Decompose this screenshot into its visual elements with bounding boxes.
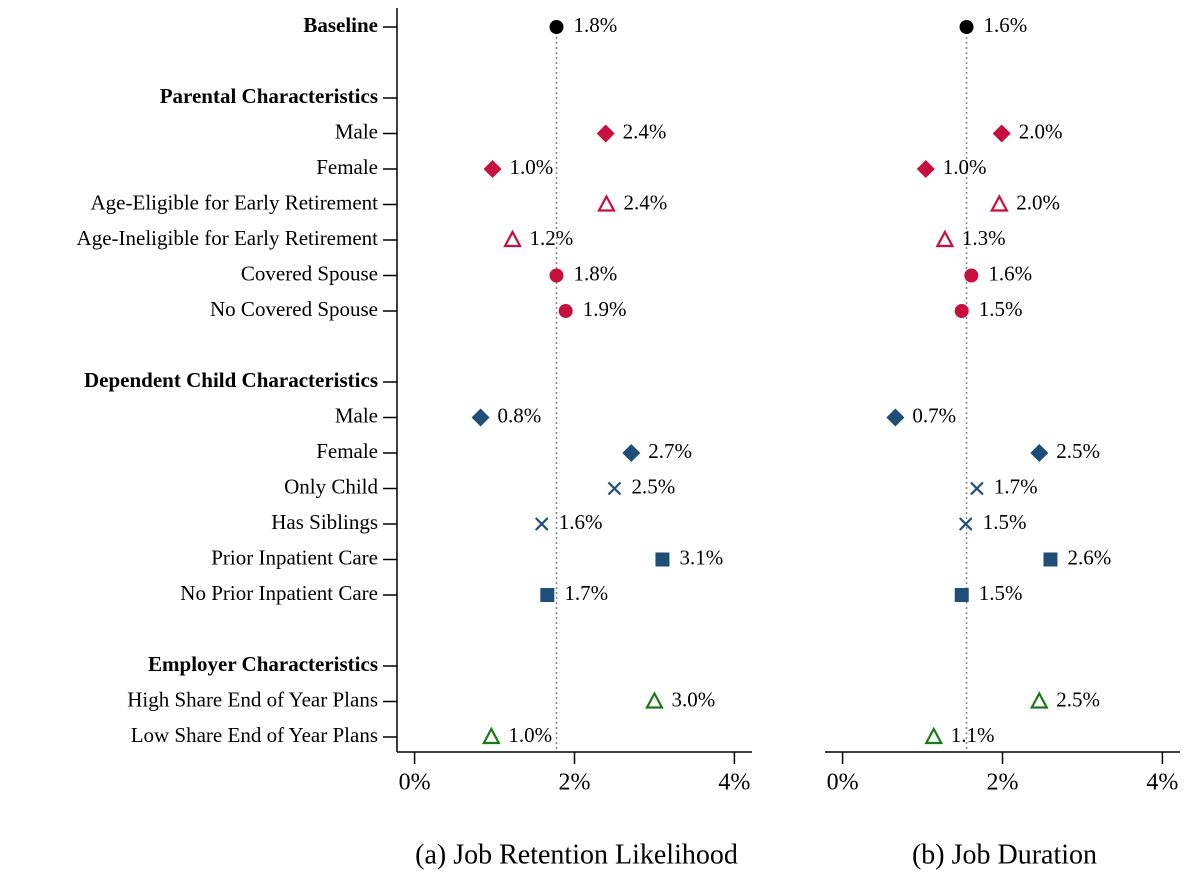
value-label: 1.3% [962,226,1006,250]
marker [958,517,973,531]
y-tick-label: Prior Inpatient Care [211,545,378,569]
y-tick-label: Employer Characteristics [148,652,378,676]
value-label: 1.0% [508,723,552,747]
x-tick-label: 4% [1146,770,1178,796]
marker [534,517,549,531]
value-label: 1.6% [559,510,603,534]
marker [954,588,969,602]
marker [596,124,615,143]
y-tick-label: Parental Characteristics [160,84,378,108]
value-label: 0.7% [912,403,956,427]
x-tick-label: 4% [718,770,750,796]
y-tick-label: Age-Eligible for Early Retirement [91,190,379,214]
x-tick-label: 0% [827,770,859,796]
y-tick-label: Only Child [284,474,378,498]
marker [992,124,1011,143]
value-label: 2.4% [623,119,667,143]
value-label: 1.9% [583,297,627,321]
y-tick-label: Female [316,439,378,463]
value-label: 1.6% [984,13,1028,37]
panel-title: (a) Job Retention Likelihood [415,839,738,870]
value-label: 2.5% [1056,687,1100,711]
value-label: 2.5% [1056,439,1100,463]
value-label: 1.1% [951,723,995,747]
marker [655,552,670,567]
value-label: 3.1% [679,545,723,569]
value-label: 3.0% [671,687,715,711]
marker [483,160,502,178]
x-tick-label: 0% [399,770,431,796]
y-tick-label: No Covered Spouse [210,297,378,321]
marker [970,481,984,496]
value-label: 1.7% [994,474,1038,498]
value-label: 1.2% [530,226,574,250]
value-label: 1.5% [979,581,1023,605]
x-tick-label: 2% [559,770,591,796]
y-tick-label: Low Share End of Year Plans [131,723,378,747]
y-tick-label: Male [335,119,378,143]
value-label: 1.6% [988,261,1032,285]
y-tick-label: Female [316,155,378,179]
marker [916,160,935,178]
marker [954,304,969,318]
marker [597,194,616,212]
x-tick-label: 2% [987,770,1019,796]
marker [645,691,664,709]
marker [482,726,501,745]
y-tick-label: Dependent Child Characteristics [84,368,378,392]
value-label: 1.7% [564,581,608,605]
value-label: 1.5% [979,297,1023,321]
y-tick-label: High Share End of Year Plans [127,687,378,711]
y-tick-label: Age-Ineligible for Early Retirement [77,226,379,250]
marker [886,408,905,427]
marker [549,20,564,34]
marker [558,304,573,318]
value-label: 1.0% [510,155,554,179]
marker [924,726,944,745]
value-label: 2.4% [623,190,667,214]
marker [503,229,522,248]
value-label: 1.8% [574,261,618,285]
marker [935,229,955,248]
marker [989,194,1009,212]
marker [1043,552,1058,567]
marker [540,588,555,602]
value-label: 1.0% [943,155,987,179]
marker [549,268,564,283]
y-tick-label: Covered Spouse [241,261,378,285]
value-label: 1.8% [574,13,618,37]
marker [964,268,979,283]
y-tick-label: No Prior Inpatient Care [180,581,378,605]
marker [959,20,974,34]
value-label: 1.5% [983,510,1027,534]
value-label: 2.6% [1067,545,1111,569]
value-label: 0.8% [498,403,542,427]
y-tick-label: Has Siblings [271,510,378,534]
panel-title: (b) Job Duration [912,839,1097,870]
value-label: 2.5% [631,474,675,498]
value-label: 2.0% [1019,119,1063,143]
marker [1030,444,1049,462]
marker [471,408,490,427]
marker [622,444,641,462]
marker [1029,691,1049,709]
y-tick-label: Male [335,403,378,427]
value-label: 2.7% [648,439,692,463]
marker [607,481,622,496]
value-label: 2.0% [1016,190,1060,214]
y-tick-label: Baseline [303,13,378,37]
